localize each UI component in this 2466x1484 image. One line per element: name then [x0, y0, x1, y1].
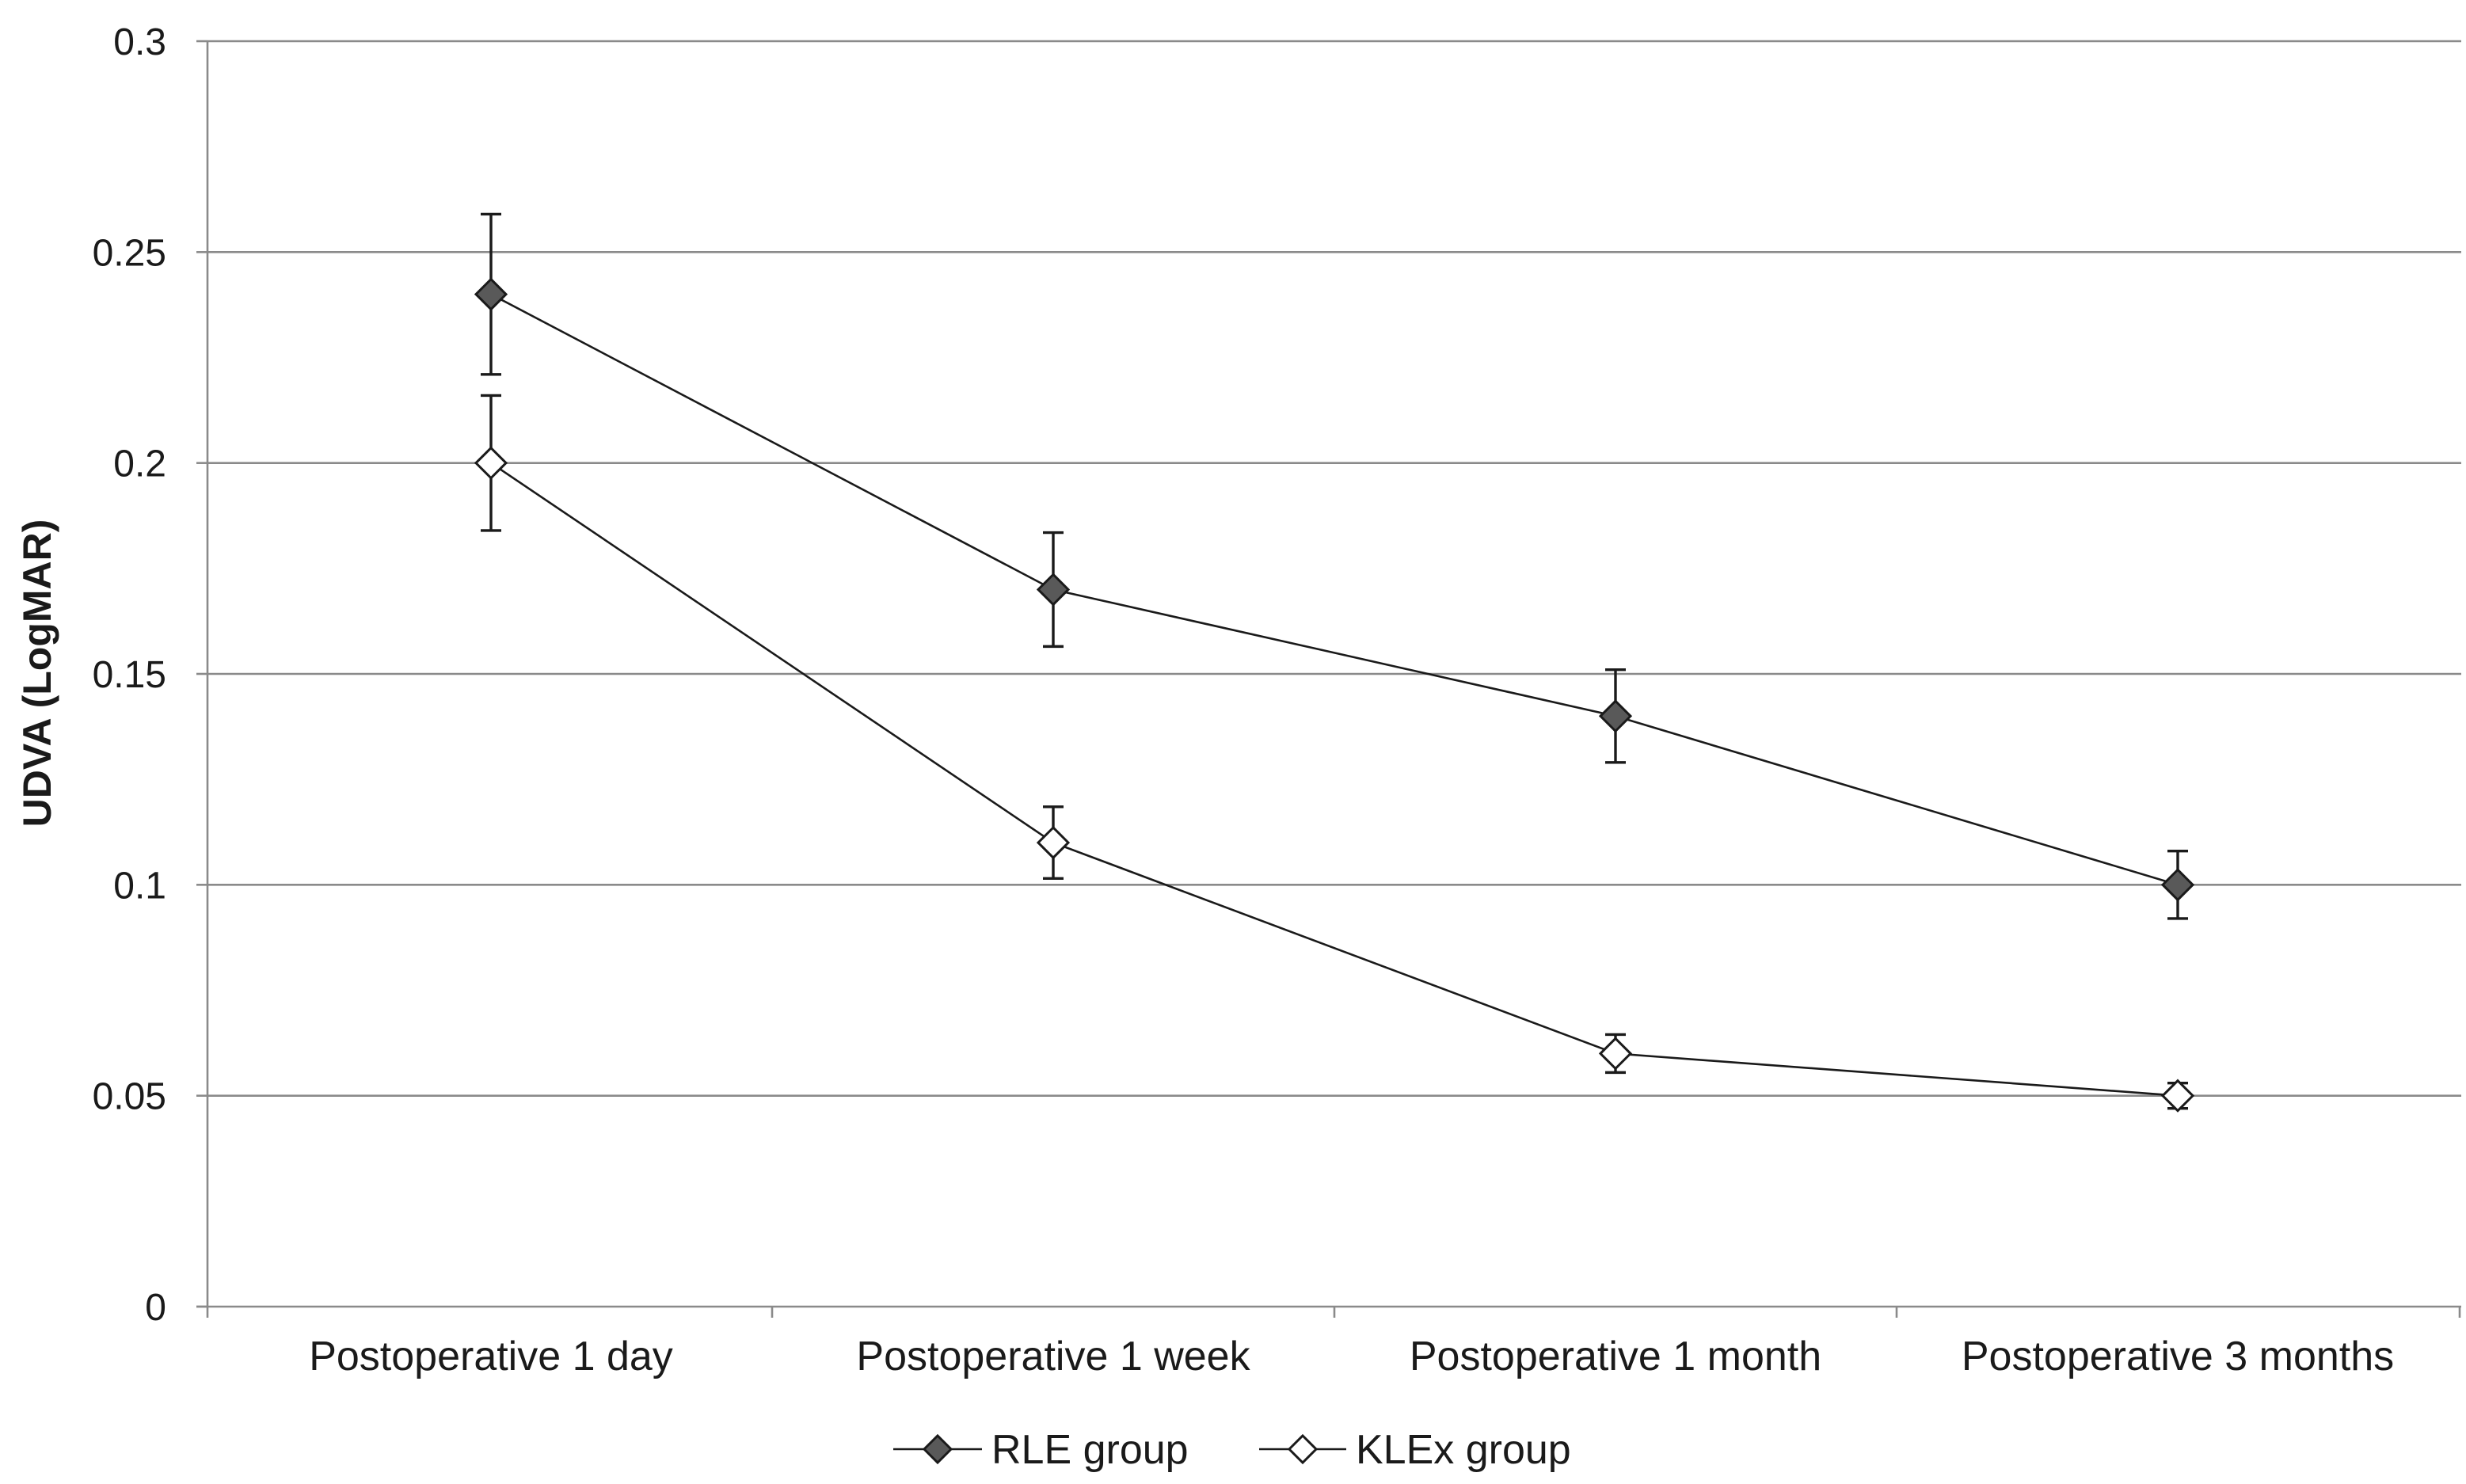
data-point	[1036, 825, 1071, 860]
y-tick-label: 0.2	[113, 443, 166, 485]
series-line	[490, 462, 2179, 1097]
legend-item-rle: RLE group	[893, 1427, 1189, 1473]
data-point	[1598, 699, 1633, 733]
legend: RLE group KLEx group	[893, 1427, 1571, 1473]
data-point	[2160, 1079, 2195, 1113]
data-point	[474, 277, 508, 311]
series-klex	[474, 394, 2195, 1113]
y-tick-label: 0.3	[113, 21, 166, 63]
series-line	[490, 293, 2179, 886]
legend-label: KLEx group	[1356, 1427, 1571, 1473]
x-tick-label: Postoperative 3 months	[1962, 1334, 2394, 1379]
legend-marker	[1287, 1433, 1319, 1465]
y-tick-label: 0.05	[93, 1076, 166, 1118]
x-tick-label: Postoperative 1 day	[309, 1334, 673, 1379]
legend-label: RLE group	[991, 1427, 1189, 1473]
gridlines	[207, 40, 2461, 1097]
y-tick-label: 0.25	[93, 232, 166, 274]
x-tick-labels: Postoperative 1 day Postoperative 1 week P…	[309, 1334, 2394, 1379]
data-point	[474, 446, 508, 480]
y-tick-labels: 0 0.05 0.1 0.15 0.2 0.25 0.3	[93, 21, 166, 1329]
legend-item-klex: KLEx group	[1259, 1427, 1571, 1473]
y-tick-label: 0.15	[93, 654, 166, 696]
y-tick-label: 0	[145, 1287, 166, 1329]
series-rle	[474, 212, 2195, 920]
data-point	[1598, 1037, 1633, 1071]
x-tick-label: Postoperative 1 month	[1410, 1334, 1821, 1379]
y-axis-title: UDVA (LogMAR)	[15, 519, 59, 828]
axes	[196, 40, 2461, 1318]
y-tick-label: 0.1	[113, 865, 166, 907]
series	[474, 212, 2195, 1113]
legend-marker	[922, 1433, 953, 1465]
data-point	[2160, 868, 2195, 902]
data-point	[1036, 573, 1071, 607]
x-tick-label: Postoperative 1 week	[856, 1334, 1250, 1379]
